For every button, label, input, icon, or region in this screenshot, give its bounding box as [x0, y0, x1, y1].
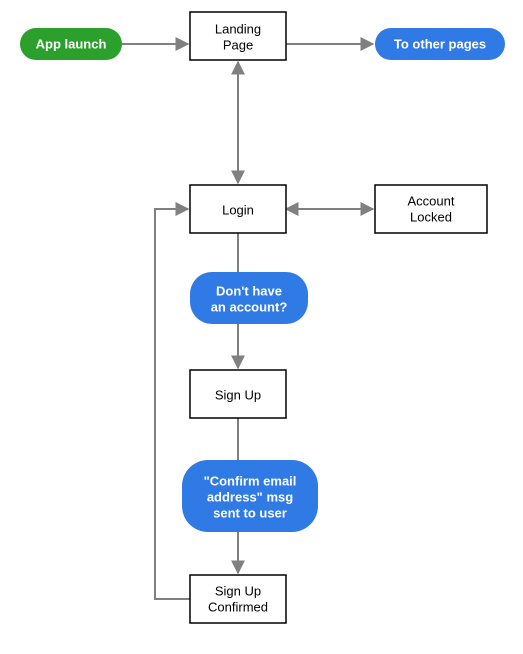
edge-confirmed-back-to-login: [155, 209, 190, 599]
label-donthave-2: an account?: [211, 299, 288, 314]
label-signup: Sign Up: [215, 387, 261, 402]
label-app-launch: App launch: [36, 36, 107, 51]
label-signup-confirmed-1: Sign Up: [215, 583, 261, 598]
label-confirm-1: "Confirm email: [204, 473, 297, 488]
node-app-launch: App launch: [20, 28, 122, 60]
node-confirm-email: "Confirm email address" msg sent to user: [182, 460, 318, 532]
label-other-pages: To other pages: [394, 36, 486, 51]
label-confirm-3: sent to user: [213, 505, 287, 520]
label-login: Login: [222, 202, 254, 217]
label-donthave-1: Don't have: [216, 283, 282, 298]
label-landing-2: Page: [223, 37, 253, 52]
label-confirm-2: address" msg: [207, 489, 293, 504]
node-account-locked: Account Locked: [375, 185, 487, 233]
label-landing-1: Landing: [215, 21, 261, 36]
label-locked-2: Locked: [410, 209, 452, 224]
flowchart: App launch Landing Page To other pages L…: [0, 0, 523, 654]
node-to-other-pages: To other pages: [375, 28, 505, 60]
node-login: Login: [190, 185, 286, 233]
node-dont-have-account: Don't have an account?: [190, 272, 308, 324]
node-sign-up-confirmed: Sign Up Confirmed: [190, 575, 286, 623]
node-landing-page: Landing Page: [190, 12, 286, 60]
label-signup-confirmed-2: Confirmed: [208, 599, 268, 614]
node-sign-up: Sign Up: [190, 370, 286, 418]
label-locked-1: Account: [408, 193, 455, 208]
